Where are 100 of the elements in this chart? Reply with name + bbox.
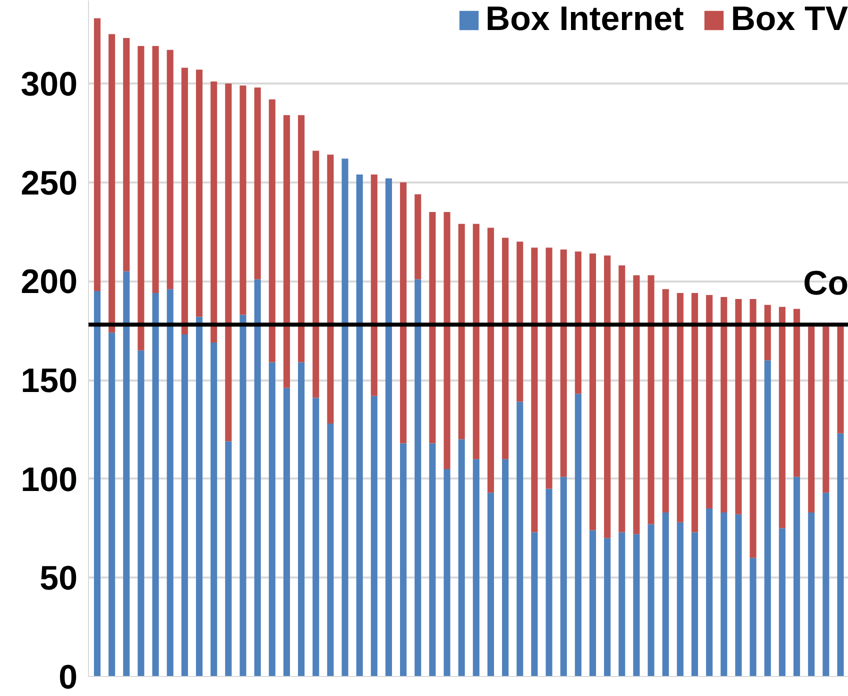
bar — [196, 316, 203, 676]
bar — [444, 212, 450, 469]
bar — [254, 279, 261, 676]
bar — [370, 174, 378, 396]
bar — [706, 508, 713, 676]
bar — [108, 332, 116, 676]
bar — [720, 512, 728, 676]
bar — [327, 423, 334, 676]
bar — [400, 443, 407, 676]
bar — [94, 291, 101, 676]
bar — [108, 34, 116, 333]
bar — [793, 476, 800, 676]
bar — [312, 398, 320, 676]
bar — [574, 394, 582, 676]
y-tick-label: 50 — [40, 560, 78, 598]
y-tick-label: 150 — [20, 362, 78, 400]
bar — [210, 82, 218, 342]
y-tick-label: 250 — [20, 164, 78, 202]
bar — [152, 46, 159, 294]
bar — [516, 402, 524, 676]
bar — [691, 532, 698, 676]
bar — [764, 360, 771, 676]
bar — [778, 306, 786, 528]
bar — [531, 532, 538, 676]
bar — [210, 342, 218, 676]
bar — [706, 295, 713, 508]
bar — [268, 99, 276, 362]
bar — [225, 84, 232, 442]
bar — [487, 228, 494, 493]
bar — [414, 194, 422, 280]
bar — [750, 558, 756, 676]
bar — [356, 174, 363, 676]
bar — [516, 242, 524, 402]
bar — [589, 530, 596, 676]
bar — [574, 252, 582, 394]
y-tick-label: 300 — [20, 66, 78, 104]
bar — [487, 492, 494, 676]
bar — [254, 87, 261, 280]
bar — [633, 275, 640, 534]
bar — [298, 362, 305, 676]
bar — [502, 238, 509, 460]
bar — [546, 488, 552, 676]
bar — [822, 492, 830, 676]
bar — [370, 396, 378, 676]
y-tick-label: 200 — [20, 263, 78, 302]
bar — [735, 514, 742, 676]
bar — [196, 70, 203, 317]
bar — [94, 18, 101, 292]
bar — [764, 304, 771, 360]
y-tick-label: 100 — [20, 460, 78, 499]
bar — [342, 158, 348, 676]
bar — [414, 279, 422, 676]
bar — [691, 293, 698, 532]
bar — [385, 178, 392, 676]
bar — [778, 528, 786, 676]
bar — [152, 293, 159, 676]
bar — [181, 68, 188, 335]
bar — [808, 326, 815, 512]
bar — [123, 38, 130, 272]
bar — [166, 289, 174, 676]
bar — [268, 362, 276, 676]
bar — [676, 293, 684, 522]
y-tick-label: 0 — [58, 658, 78, 696]
bar — [633, 534, 640, 676]
bar — [662, 512, 669, 676]
bar — [560, 250, 567, 477]
bar — [400, 182, 407, 444]
bar — [444, 468, 450, 676]
bar — [604, 255, 611, 538]
bar — [793, 308, 800, 477]
bar — [648, 524, 654, 676]
bar — [240, 314, 246, 676]
bar — [662, 289, 669, 512]
bar — [618, 265, 626, 532]
bar — [429, 212, 436, 444]
bar — [458, 439, 465, 676]
bar — [589, 254, 596, 530]
bar — [750, 298, 756, 558]
bar — [458, 224, 465, 440]
bar — [312, 150, 320, 398]
bar — [181, 334, 188, 676]
bar — [808, 512, 815, 676]
bar — [546, 248, 552, 489]
bar — [735, 298, 742, 514]
bar — [822, 326, 830, 493]
bar — [240, 85, 246, 315]
bar — [618, 532, 626, 676]
bar — [472, 224, 480, 460]
bar — [283, 388, 290, 676]
bar — [327, 154, 334, 424]
bar — [138, 46, 144, 350]
bar — [225, 441, 232, 676]
bar — [166, 50, 174, 290]
bar — [720, 296, 728, 512]
legend-label: Box Internet — [486, 0, 684, 39]
bar — [138, 350, 144, 676]
bar — [604, 538, 611, 676]
legend-label: Box TV — [730, 0, 848, 39]
bar — [837, 326, 844, 434]
bar — [283, 115, 290, 388]
